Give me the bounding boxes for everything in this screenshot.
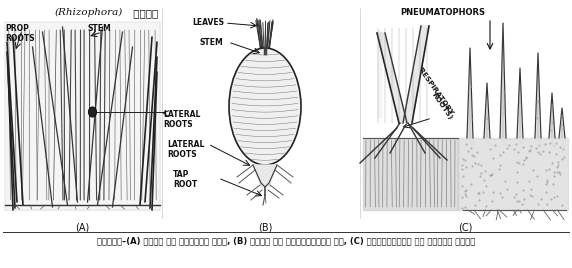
- Text: चित्र–(A) बरगद की स्तम्भ मूल, (B) शलजम की कुम्भीरूप जड़, (C) राइजोफोरा की श्वसन म: चित्र–(A) बरगद की स्तम्भ मूल, (B) शलजम क…: [97, 236, 475, 245]
- Polygon shape: [253, 165, 277, 187]
- Text: TAP
ROOT: TAP ROOT: [173, 170, 197, 189]
- Polygon shape: [549, 93, 555, 146]
- Text: STEM: STEM: [200, 38, 224, 47]
- Text: (A): (A): [76, 222, 90, 232]
- Polygon shape: [559, 108, 565, 146]
- Text: ROOTS): ROOTS): [430, 92, 453, 121]
- Polygon shape: [377, 33, 407, 123]
- Text: (B): (B): [258, 222, 272, 232]
- Text: (RESPIRATORY: (RESPIRATORY: [415, 65, 454, 117]
- Polygon shape: [517, 68, 523, 146]
- Bar: [5, 22, 160, 210]
- Text: LATERAL
ROOTS: LATERAL ROOTS: [167, 140, 204, 159]
- Ellipse shape: [229, 48, 301, 165]
- Text: PNEUMATOPHORS: PNEUMATOPHORS: [400, 8, 485, 17]
- Polygon shape: [500, 23, 506, 146]
- Text: LEAVES: LEAVES: [192, 18, 224, 27]
- Text: में।: में।: [130, 8, 158, 18]
- Text: (Rhizophora): (Rhizophora): [55, 8, 123, 17]
- Text: LATERAL
ROOTS: LATERAL ROOTS: [163, 110, 200, 129]
- Text: PROP
ROOTS: PROP ROOTS: [5, 24, 35, 43]
- Polygon shape: [467, 48, 473, 146]
- Polygon shape: [484, 83, 490, 146]
- Text: STEM: STEM: [88, 24, 112, 33]
- Polygon shape: [535, 53, 541, 146]
- Text: (C): (C): [458, 222, 472, 232]
- Ellipse shape: [89, 107, 97, 117]
- Polygon shape: [403, 26, 429, 123]
